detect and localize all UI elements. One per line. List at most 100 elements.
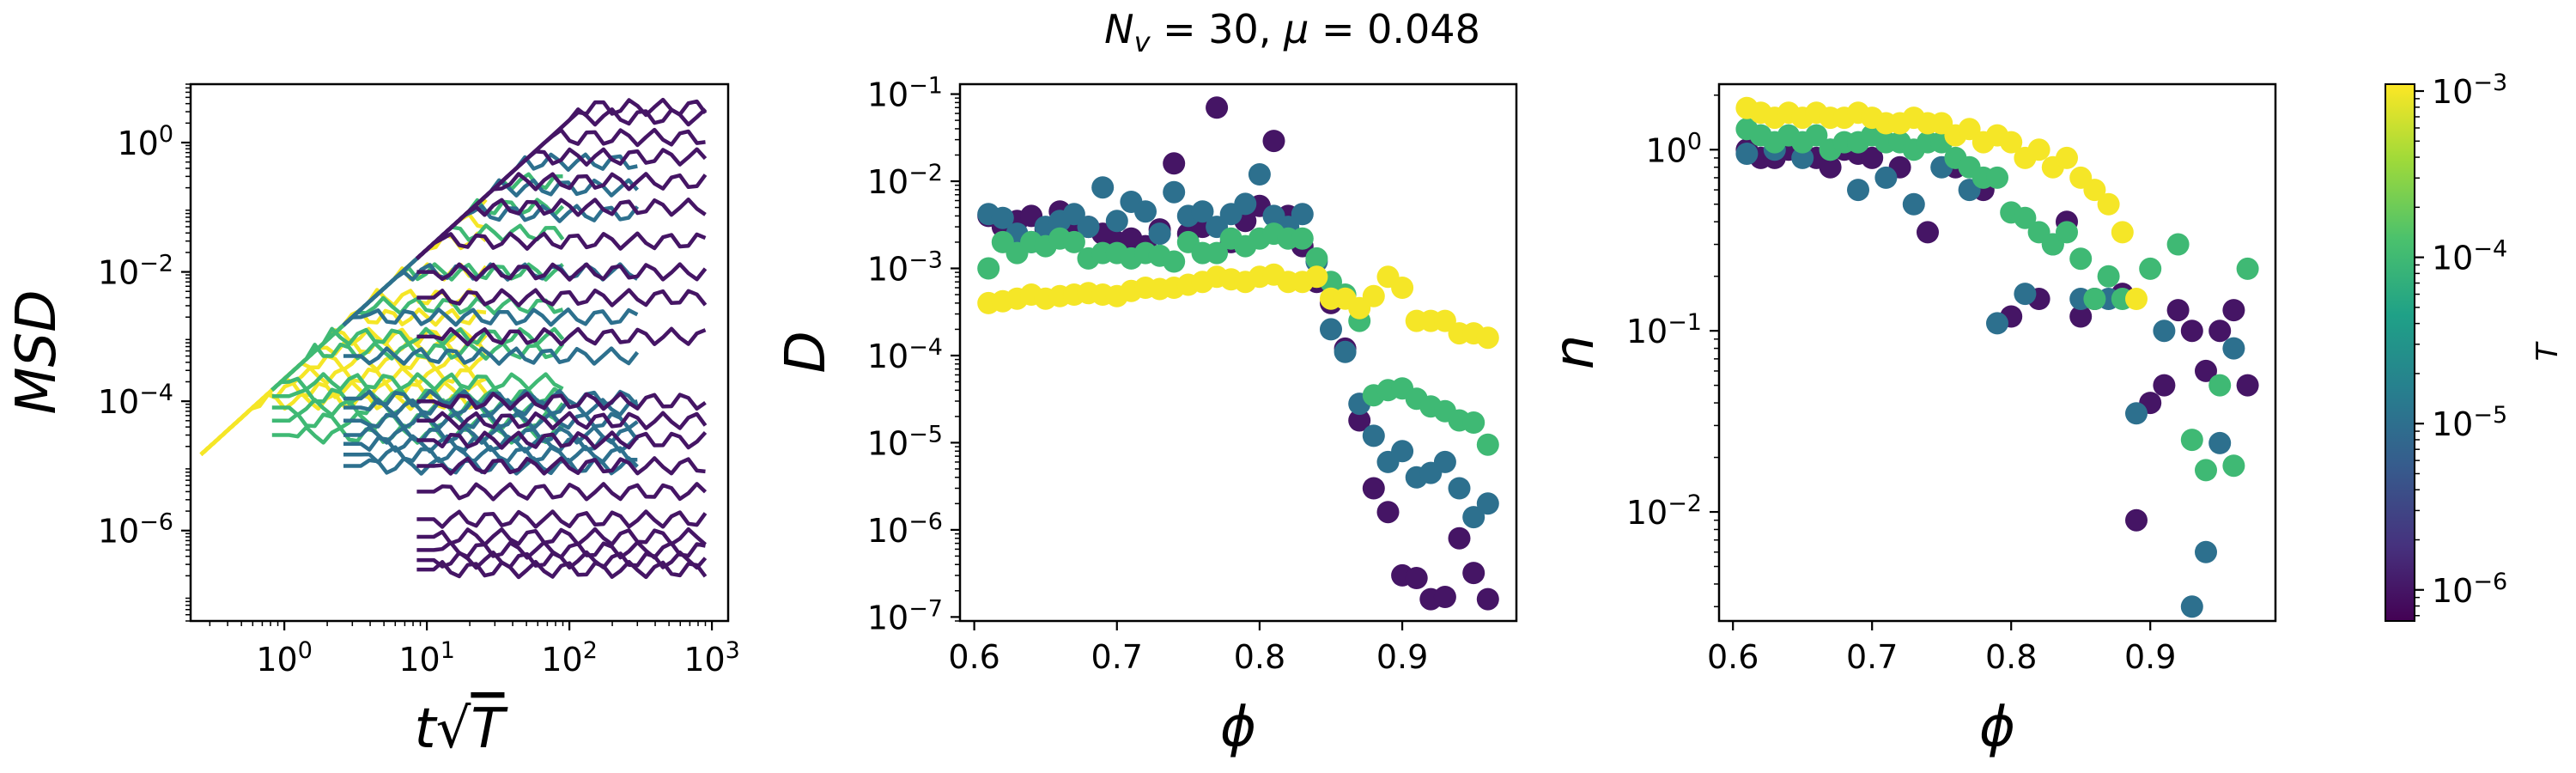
scatter-point [2069,247,2093,271]
msd-series-line [416,456,706,476]
x-tick-label: 103 [683,637,740,679]
scatter-point [1262,130,1285,153]
x-tick-label: 0.9 [2124,638,2176,676]
msd-series-line [416,559,708,580]
y-tick-label: 10−1 [1626,309,1702,350]
exponent-x-ticks: 0.6 0.7 0.8 0.9 [1707,621,2176,676]
msd-series-line [343,398,638,417]
exponent-panel: 0.6 0.7 0.8 0.9 10−2 10−1 100 n ϕ [1543,82,2277,759]
scatter-point [1917,221,1939,244]
scatter-point [2180,595,2203,618]
colorbar-tick-label: 10−3 [2432,70,2507,111]
scatter-point [1291,227,1314,250]
exponent-y-axis-label: n [1543,335,1607,370]
msd-y-ticks: 10−6 10−4 10−2 100 [98,83,191,622]
x-tick-label: 0.7 [1846,638,1898,676]
scatter-point [2195,459,2217,482]
exponent-points [1735,96,2259,618]
scatter-point [1476,587,1499,611]
msd-x-axis-label: t√T [415,697,509,761]
msd-series-line [415,97,708,260]
y-tick-label: 10−1 [867,73,943,114]
diffusion-x-ticks: 0.6 0.7 0.8 0.9 [948,621,1428,676]
colorbar-tick-label: 10−4 [2432,236,2507,277]
scatter-point [1805,124,1828,147]
scatter-point [2014,283,2037,306]
scatter-point [1234,192,1257,216]
scatter-point [1476,492,1499,515]
msd-lines [199,97,708,580]
y-tick-label: 10−6 [98,509,173,551]
x-tick-label: 0.6 [1707,638,1759,676]
x-tick-label: 0.6 [948,638,999,676]
msd-axes-frame [189,82,730,623]
scatter-point [1791,146,1814,169]
scatter-point [1334,340,1357,363]
scatter-point [1148,222,1171,246]
msd-series-line [342,307,639,327]
scatter-point [1291,203,1314,226]
scatter-point [1391,277,1414,299]
scatter-point [1305,247,1328,270]
y-tick-label: 10−2 [1626,490,1702,532]
colorbar-tick-label: 10−5 [2432,402,2507,443]
msd-series-line [343,434,639,453]
msd-x-ticks: 100 101 102 103 [209,621,740,679]
y-tick-label: 10−2 [867,160,943,201]
x-tick-label: 0.8 [1985,638,2037,676]
scatter-point [1847,179,1869,202]
scatter-point [2027,138,2050,161]
scatter-point [1163,180,1186,204]
scatter-point [2236,374,2259,397]
scatter-point [1391,440,1414,463]
msd-series-line [416,526,707,547]
scatter-point [1362,424,1385,447]
scatter-point [1986,166,2008,189]
scatter-point [1433,586,1456,608]
scatter-point [2111,221,2134,244]
diffusion-x-axis-label: ϕ [1220,696,1256,759]
y-tick-label: 100 [117,121,173,162]
msd-series-line [415,231,707,260]
scatter-point [2180,429,2203,452]
msd-panel: 100 101 102 103 10−6 10−4 10−2 100 MSD t√T [5,82,740,761]
colorbar-gradient [2385,83,2415,622]
scatter-point [1305,265,1328,289]
scatter-point [1062,203,1085,226]
scatter-point [1320,318,1342,341]
scatter-point [1861,146,1884,169]
msd-series-line [416,391,707,411]
scatter-point [2222,454,2245,478]
y-tick-label: 10−7 [867,595,943,636]
scatter-point [977,257,1000,280]
scatter-point [1462,411,1485,434]
diffusion-axes-frame [958,82,1518,623]
y-tick-label: 10−6 [867,508,943,550]
msd-series-line [343,425,640,445]
scatter-point [1206,96,1229,119]
y-tick-label: 10−2 [98,251,173,292]
scatter-point [1902,192,1925,216]
x-tick-label: 0.9 [1376,638,1428,676]
scatter-point [2166,299,2190,322]
scatter-point [1376,501,1400,524]
figure-title: Nv = 30, μ = 0.048 [1104,6,1480,58]
scatter-point [2236,257,2259,280]
diffusion-y-ticks: 10−7 10−6 10−5 10−4 10−3 10−2 10−1 [867,73,960,636]
scatter-point [2083,288,2106,310]
scatter-point [2083,179,2106,202]
scatter-point [1163,250,1186,273]
x-tick-label: 100 [256,637,313,679]
scatter-point [2056,146,2078,169]
x-tick-label: 0.7 [1091,638,1143,676]
x-tick-label: 0.8 [1234,638,1285,676]
scatter-point [2208,431,2232,454]
scatter-point [2125,288,2148,310]
scatter-point [991,206,1014,229]
scatter-point [1448,526,1471,550]
msd-series-line [416,540,706,560]
exponent-x-axis-label: ϕ [1979,696,2015,759]
msd-series-line [343,346,640,366]
scatter-point [2014,206,2037,229]
scatter-point [2222,337,2245,360]
